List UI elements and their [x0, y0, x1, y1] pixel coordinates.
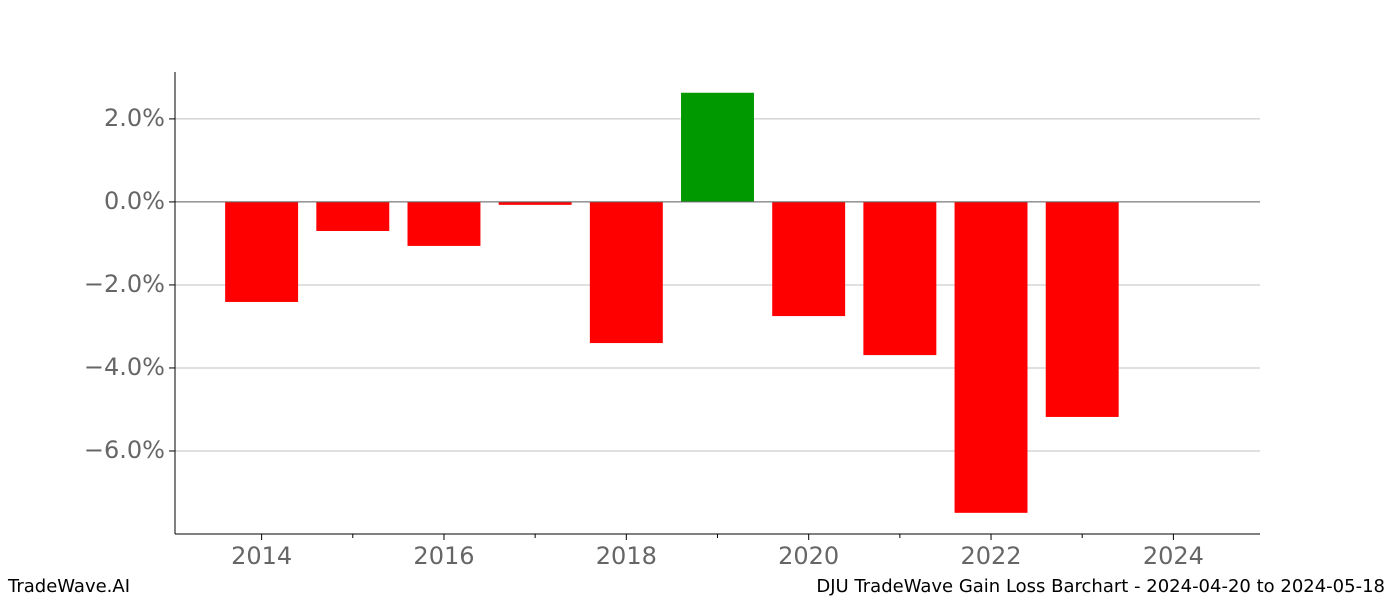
x-tick-label: 2018 — [596, 542, 657, 570]
y-tick-label: 0.0% — [104, 187, 165, 215]
bar — [316, 201, 390, 231]
footer-left: TradeWave.AI — [7, 576, 130, 597]
x-tick-label: 2014 — [231, 542, 292, 570]
y-tick-label: 2.0% — [104, 104, 165, 132]
bar — [225, 201, 299, 302]
x-tick-label: 2022 — [960, 542, 1021, 570]
x-tick-label: 2020 — [778, 542, 839, 570]
bar — [407, 201, 481, 246]
x-tick-label: 2016 — [413, 542, 474, 570]
y-tick-label: −6.0% — [84, 436, 165, 464]
footer-right: DJU TradeWave Gain Loss Barchart - 2024-… — [816, 576, 1385, 597]
bar — [498, 201, 572, 205]
y-tick-label: −4.0% — [84, 353, 165, 381]
bar — [863, 201, 937, 356]
y-tick-label: −2.0% — [84, 270, 165, 298]
bar — [1045, 201, 1119, 417]
bar — [772, 201, 846, 317]
bar — [681, 92, 754, 202]
x-tick-label: 2024 — [1143, 542, 1204, 570]
bar — [954, 201, 1028, 513]
bar — [589, 201, 663, 344]
